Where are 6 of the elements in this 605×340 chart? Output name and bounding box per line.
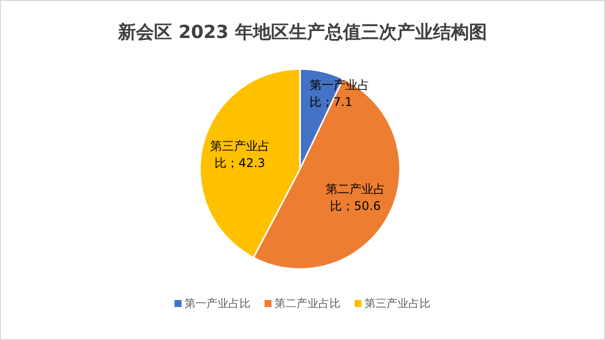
data-label: 第二产业占比；50.6 (325, 182, 386, 213)
data-label: 第三产业占比；42.3 (210, 139, 270, 170)
legend-label: 第二产业占比 (274, 297, 340, 310)
legend-label: 第三产业占比 (364, 297, 430, 310)
legend-label: 第一产业占比 (184, 297, 250, 310)
chart-title: 新会区 2023 年地区生产总值三次产业结构图 (117, 22, 487, 43)
